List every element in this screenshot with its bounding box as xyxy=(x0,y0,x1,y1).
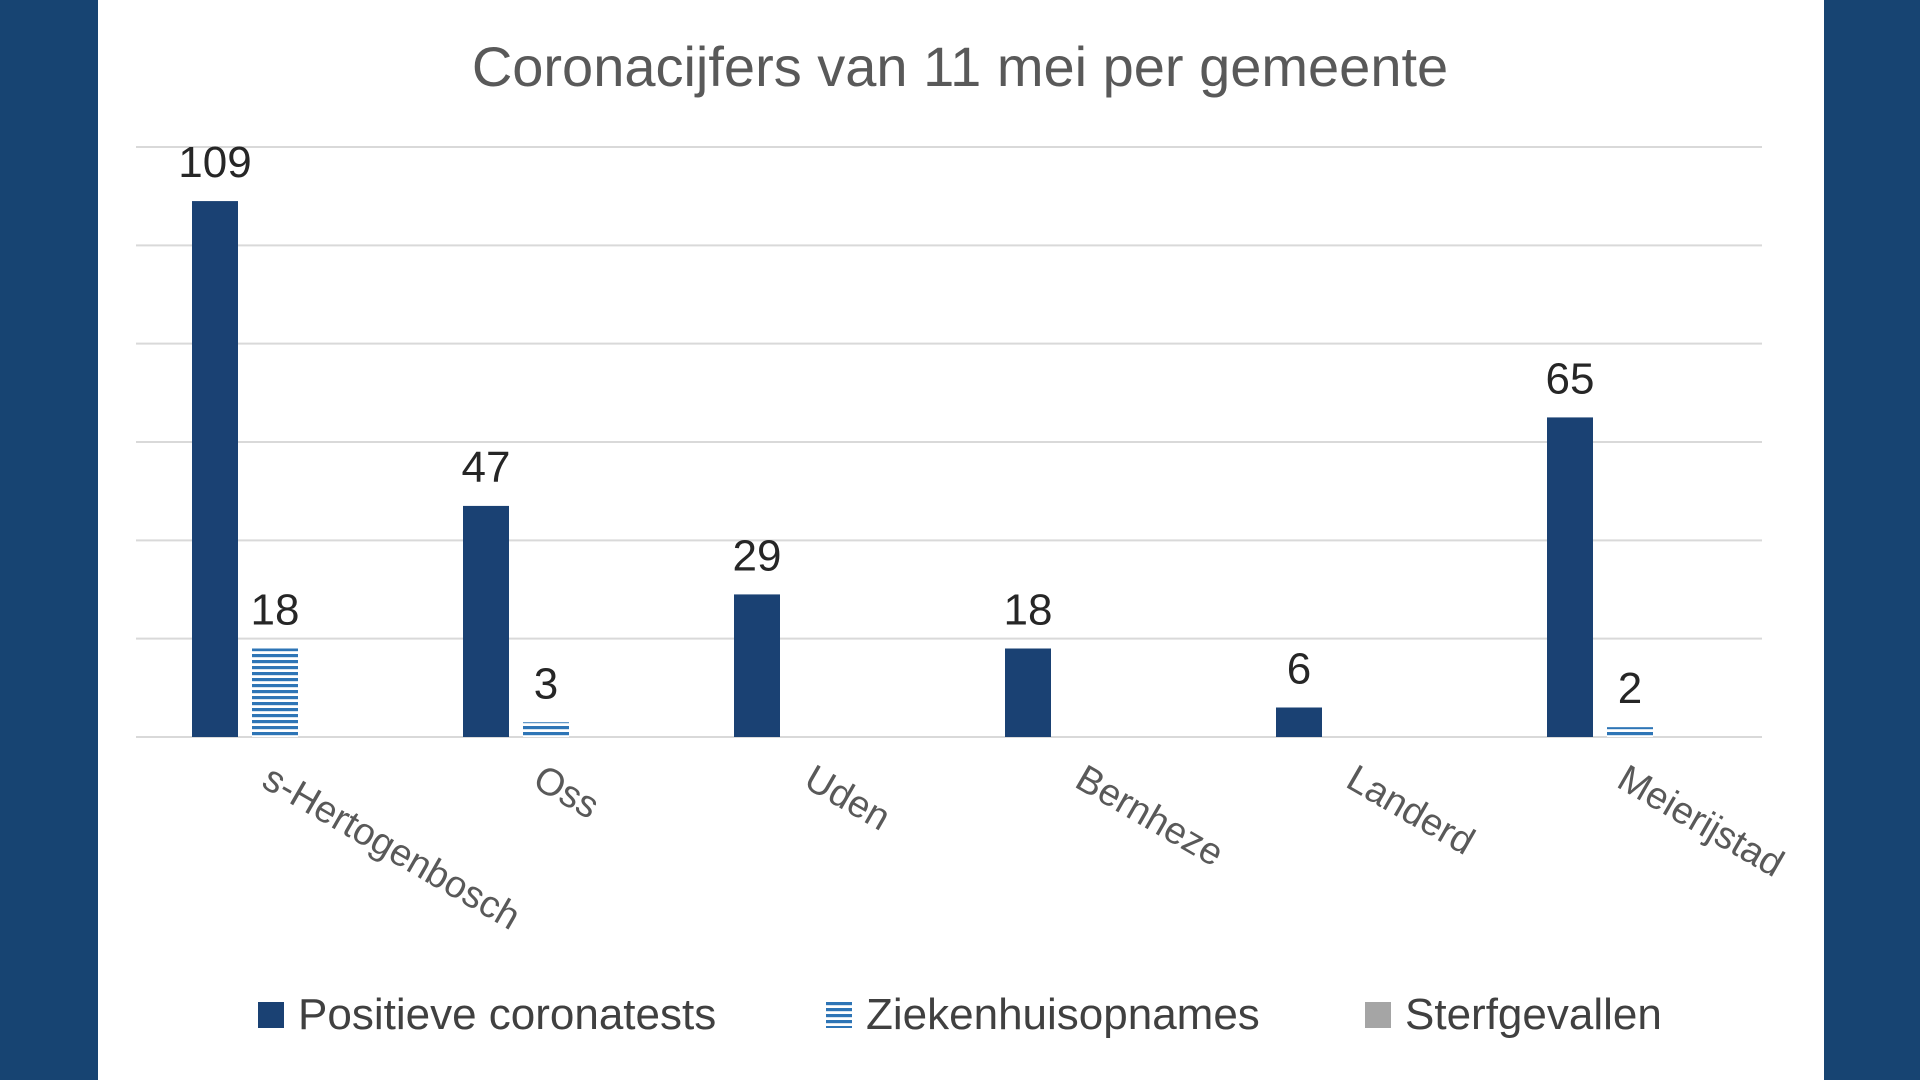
legend-label: Sterfgevallen xyxy=(1405,990,1662,1039)
data-label: 29 xyxy=(733,531,782,580)
bar xyxy=(1005,648,1051,737)
legend-label: Ziekenhuisopnames xyxy=(866,990,1260,1039)
bar xyxy=(252,648,298,737)
legend-swatch xyxy=(258,1002,284,1028)
category-labels: s-Hertogenbosch Oss Uden Bernheze Landerd Mei… xyxy=(256,757,1791,938)
gridlines xyxy=(136,146,1762,738)
category-label: Oss xyxy=(527,757,607,827)
category-label: s-Hertogenbosch xyxy=(256,757,528,938)
data-label: 3 xyxy=(534,659,558,708)
bar xyxy=(734,594,780,737)
data-label: 2 xyxy=(1618,664,1642,713)
category-label: Bernheze xyxy=(1069,757,1231,875)
chart-title: Coronacijfers van 11 mei per gemeente xyxy=(472,35,1448,98)
category-label: Landerd xyxy=(1340,757,1482,863)
bar xyxy=(1276,707,1322,737)
data-label: 47 xyxy=(462,443,511,492)
data-label: 65 xyxy=(1546,354,1595,403)
bar xyxy=(1607,727,1653,737)
bar xyxy=(463,505,509,737)
category-label: Uden xyxy=(798,757,898,839)
legend: Positieve coronatests Ziekenhuisopnames St… xyxy=(258,990,1662,1039)
bars xyxy=(192,201,1653,738)
bar xyxy=(523,722,569,737)
bar xyxy=(1547,417,1593,737)
legend-swatch xyxy=(1365,1002,1391,1028)
bar xyxy=(192,201,238,738)
chart-panel: Coronacijfers van 11 mei per gemeente 10… xyxy=(98,0,1824,1080)
data-label: 18 xyxy=(1004,586,1053,635)
category-label: Meierijstad xyxy=(1611,757,1791,885)
data-label: 109 xyxy=(178,138,251,187)
bar-chart: Coronacijfers van 11 mei per gemeente 10… xyxy=(136,35,1791,1039)
legend-label: Positieve coronatests xyxy=(298,990,716,1039)
legend-swatch xyxy=(826,1002,852,1028)
data-label: 18 xyxy=(251,586,300,635)
value-labels: 109 18 47 3 29 18 6 65 2 xyxy=(178,138,1642,713)
data-label: 6 xyxy=(1287,645,1311,694)
